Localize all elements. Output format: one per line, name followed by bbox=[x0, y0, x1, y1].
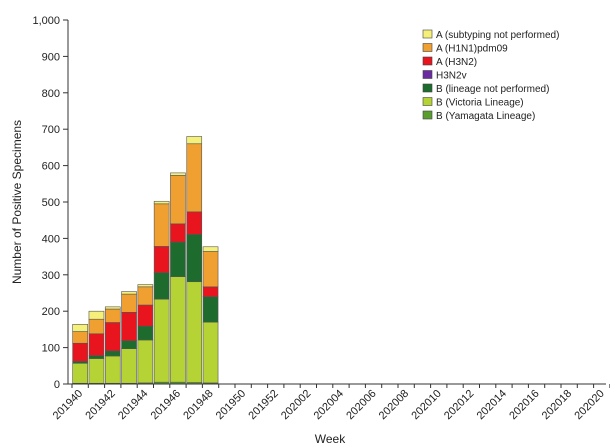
bar-segment bbox=[88, 333, 105, 356]
bar-segment bbox=[104, 308, 121, 323]
bar-segment bbox=[88, 310, 105, 320]
y-tick-label: 1,000 bbox=[32, 15, 60, 27]
bar-segment bbox=[137, 304, 154, 327]
bar-segment bbox=[186, 211, 203, 235]
x-tick-label: 202020 bbox=[572, 388, 606, 422]
x-tick-label: 202018 bbox=[540, 388, 574, 422]
legend-label: B (Yamagata Lineage) bbox=[436, 111, 535, 122]
bar-segment bbox=[72, 362, 88, 384]
bar-segment bbox=[104, 306, 121, 310]
bar-segment bbox=[72, 331, 88, 344]
legend-swatch bbox=[422, 70, 433, 79]
bar-segment bbox=[72, 324, 88, 332]
legend-label: A (H1N1)pdm09 bbox=[436, 44, 508, 55]
bar-segment bbox=[137, 339, 154, 384]
bar-segment bbox=[186, 234, 203, 283]
bar-segment bbox=[153, 298, 170, 383]
x-tick-label: 202008 bbox=[377, 388, 411, 422]
x-tick-label: 202016 bbox=[507, 388, 541, 422]
y-tick-label: 0 bbox=[54, 379, 60, 391]
x-tick-label: 202004 bbox=[312, 388, 346, 422]
x-tick-label: 201944 bbox=[116, 388, 150, 422]
bar-segment bbox=[153, 200, 170, 205]
bar-segment bbox=[186, 136, 203, 145]
bar-segment bbox=[121, 311, 137, 341]
x-tick-label: 201940 bbox=[51, 388, 85, 422]
bar-segment bbox=[170, 172, 186, 176]
bar-segment bbox=[104, 355, 121, 384]
bar-segment bbox=[121, 340, 137, 349]
legend-label: B (Victoria Lineage) bbox=[436, 98, 524, 109]
legend-swatch bbox=[422, 83, 433, 93]
x-tick-label: 202002 bbox=[279, 388, 313, 422]
y-tick-label: 800 bbox=[42, 88, 60, 100]
bar-segment bbox=[88, 358, 105, 384]
bar-segment bbox=[104, 322, 121, 352]
bar-segment bbox=[137, 286, 154, 306]
x-tick-label: 202006 bbox=[344, 388, 378, 422]
bar-segment bbox=[121, 291, 137, 295]
x-axis-title: Week bbox=[315, 432, 346, 446]
x-axis-ticks: 2019402019422019442019462019482019502019… bbox=[51, 384, 610, 422]
bar-segment bbox=[202, 246, 219, 252]
bar-segment bbox=[202, 286, 219, 297]
bar-segment bbox=[186, 143, 203, 213]
x-tick-label: 201950 bbox=[214, 388, 248, 422]
y-tick-label: 700 bbox=[42, 124, 60, 136]
bar-segment bbox=[121, 348, 137, 384]
bars-group bbox=[72, 136, 219, 385]
x-tick-label: 201948 bbox=[181, 388, 215, 422]
bar-segment bbox=[170, 223, 186, 243]
legend-label: B (lineage not performed) bbox=[436, 84, 549, 95]
bar-segment bbox=[202, 251, 219, 288]
bar-segment bbox=[104, 350, 121, 357]
bar-segment bbox=[186, 281, 203, 383]
x-tick-label: 202012 bbox=[442, 388, 476, 422]
y-tick-label: 600 bbox=[42, 161, 60, 173]
bar-segment bbox=[153, 272, 170, 300]
legend-swatch bbox=[422, 110, 433, 120]
x-tick-label: 202014 bbox=[475, 388, 509, 422]
legend-label: A (H3N2) bbox=[436, 57, 477, 68]
y-axis-ticks: 0 100 200 300 400 500 600 700 800 900 1,000 bbox=[32, 15, 68, 391]
bar-segment bbox=[88, 355, 105, 359]
y-tick-label: 900 bbox=[42, 51, 60, 63]
y-tick-label: 200 bbox=[42, 306, 60, 318]
legend-swatch bbox=[422, 56, 433, 66]
legend: A (subtyping not performed) A (H1N1)pdm09… bbox=[422, 29, 559, 122]
legend-label: A (subtyping not performed) bbox=[436, 30, 559, 41]
bar-segment bbox=[202, 296, 219, 323]
legend-swatch bbox=[422, 97, 433, 106]
y-tick-label: 400 bbox=[42, 233, 60, 245]
y-tick-label: 500 bbox=[42, 197, 60, 209]
axes-group bbox=[67, 20, 606, 385]
bar-segment bbox=[170, 241, 186, 277]
x-tick-label: 201946 bbox=[149, 388, 183, 422]
bar-segment bbox=[137, 284, 154, 288]
bar-segment bbox=[202, 321, 219, 384]
bar-segment bbox=[121, 293, 137, 313]
legend-label: H3N2v bbox=[436, 71, 467, 82]
y-axis-title: Number of Positive Specimens bbox=[10, 120, 24, 284]
x-tick-label: 202010 bbox=[409, 388, 443, 422]
x-tick-label: 201952 bbox=[246, 388, 280, 422]
x-tick-label: 201942 bbox=[83, 388, 117, 422]
legend-swatch bbox=[422, 43, 433, 52]
y-tick-label: 300 bbox=[42, 270, 60, 282]
bar-segment bbox=[137, 325, 154, 341]
bar-segment bbox=[72, 342, 88, 362]
bar-segment bbox=[170, 276, 186, 383]
bar-segment bbox=[153, 203, 170, 247]
legend-swatch bbox=[422, 29, 433, 39]
bar-segment bbox=[170, 175, 186, 225]
bar-segment bbox=[153, 246, 170, 273]
y-tick-label: 100 bbox=[42, 343, 60, 355]
bar-segment bbox=[88, 318, 105, 335]
